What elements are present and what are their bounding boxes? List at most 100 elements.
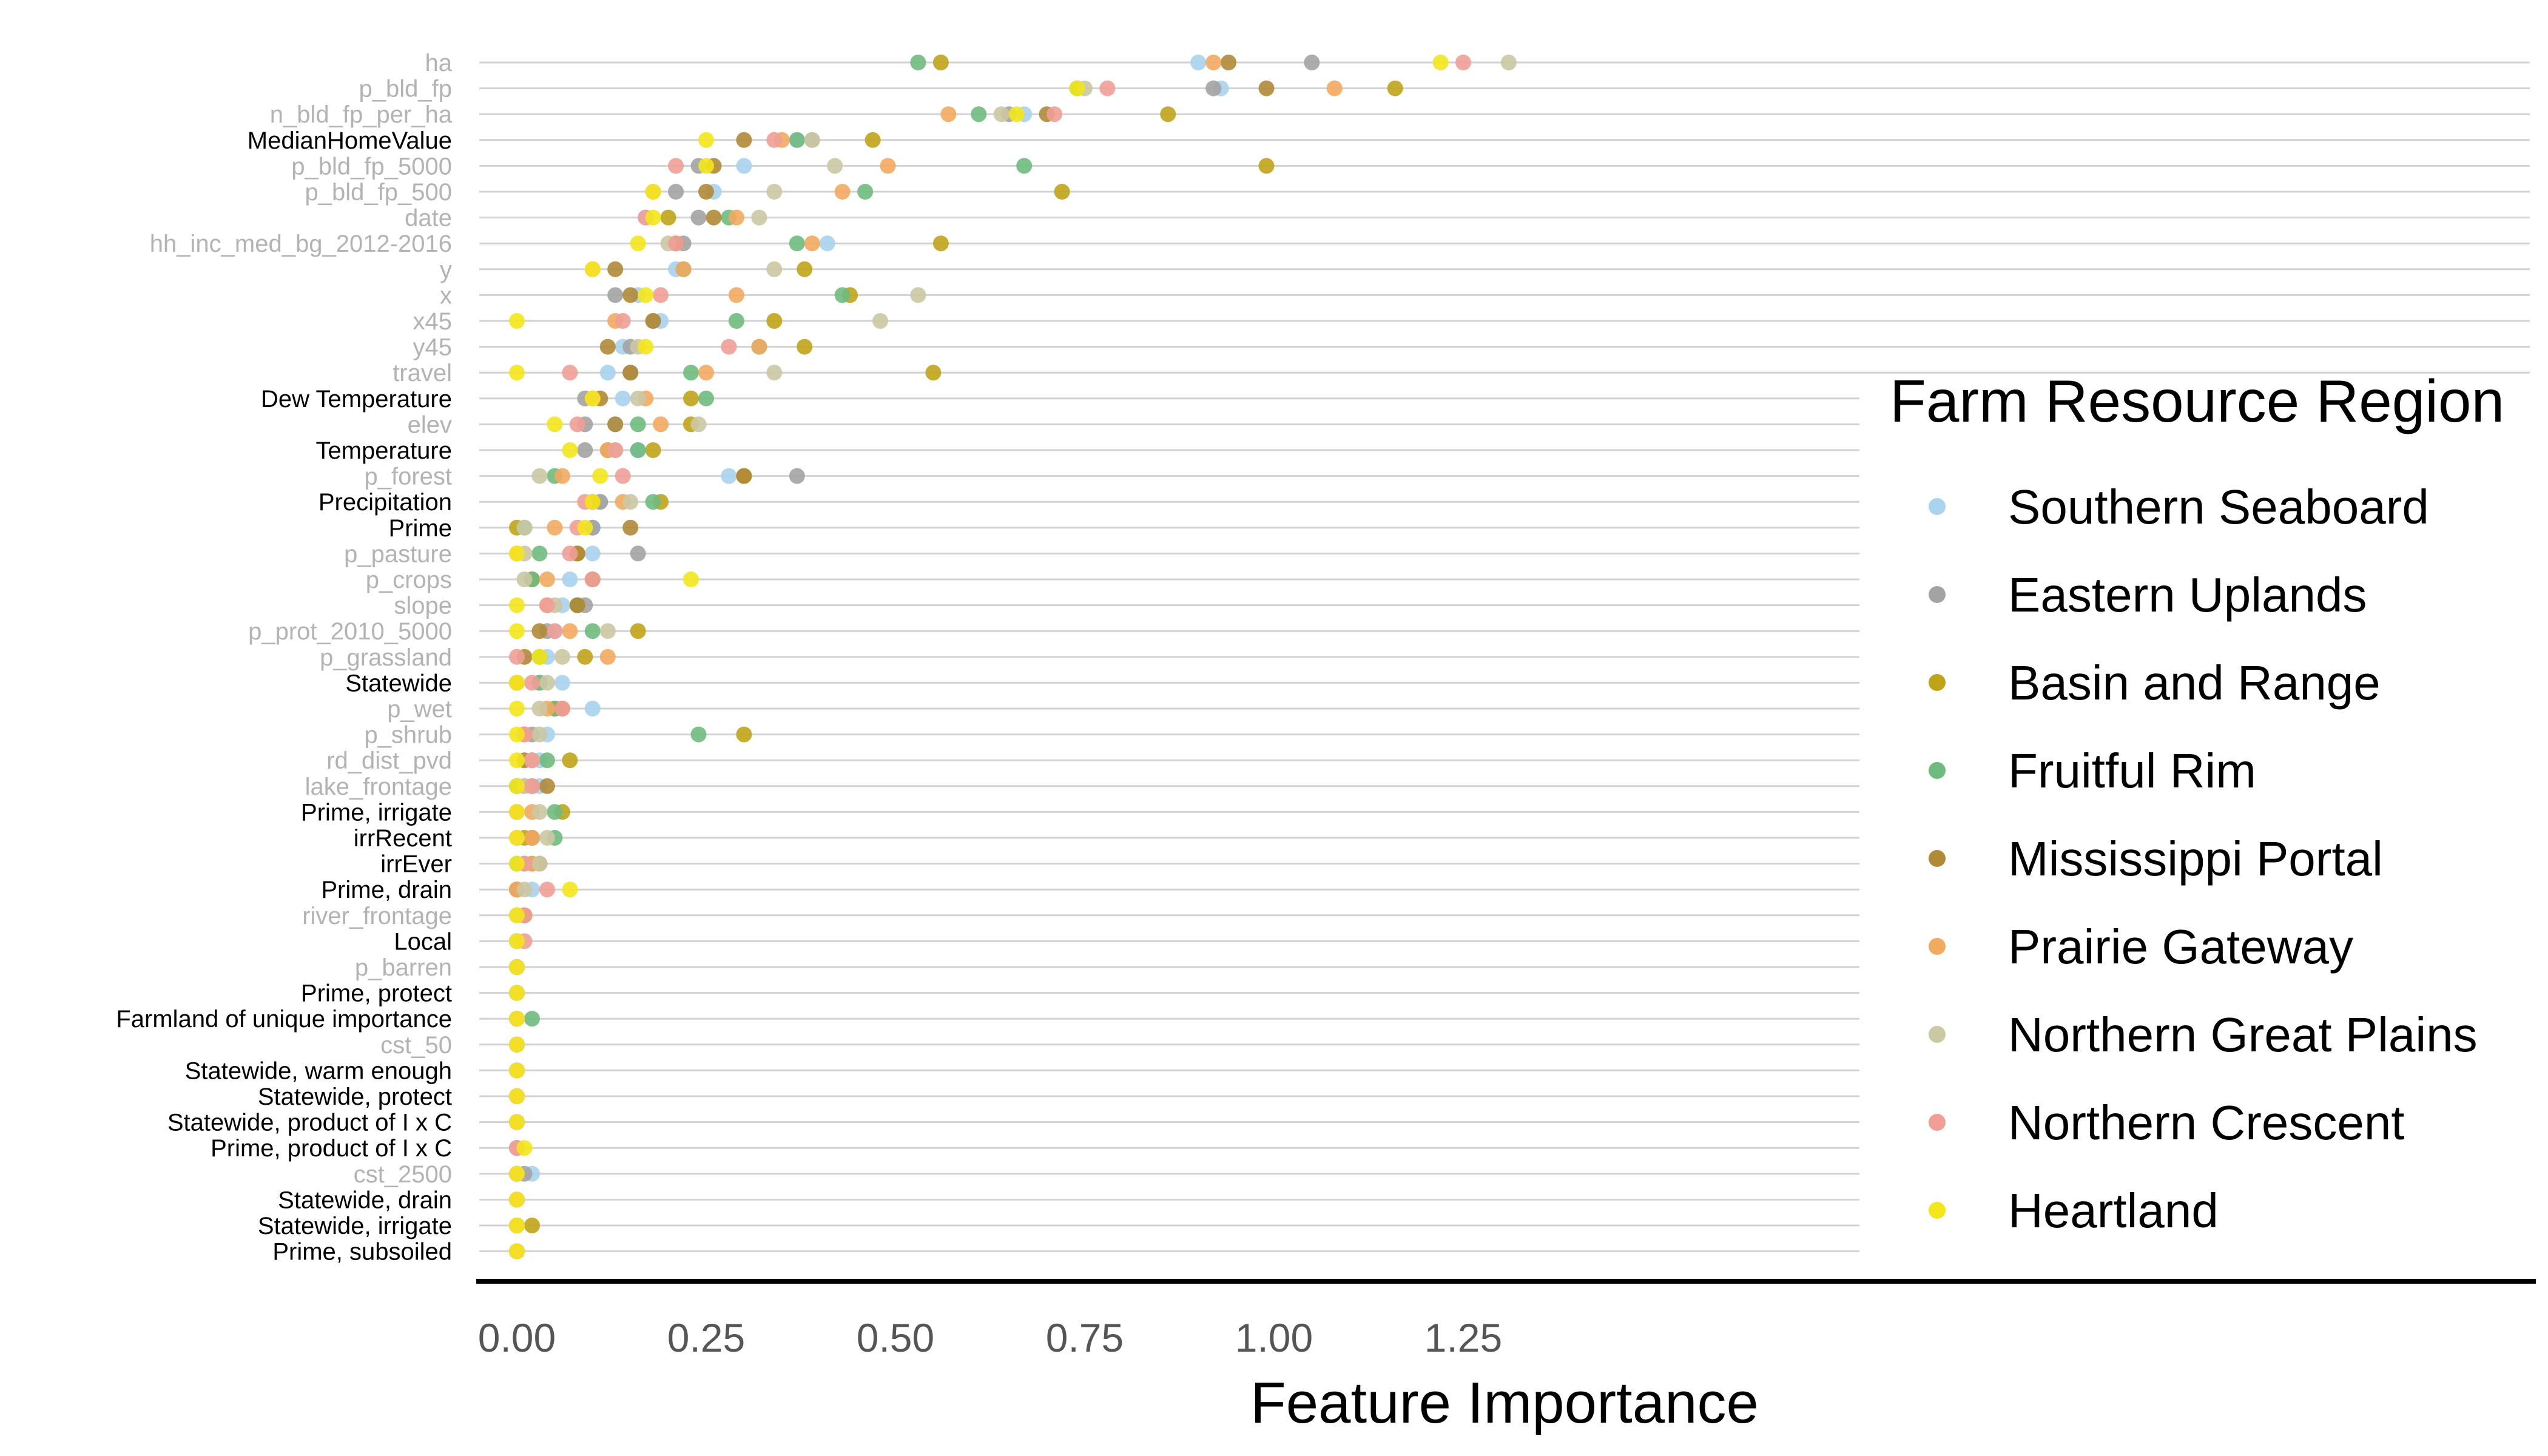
gridlines	[479, 61, 2530, 1253]
legend-swatch	[1929, 1026, 1946, 1043]
data-point	[554, 649, 570, 665]
data-point	[509, 597, 525, 613]
feature-label: Prime	[389, 515, 452, 542]
legend-label: Eastern Uplands	[2008, 568, 2367, 622]
data-point	[751, 339, 767, 355]
data-point	[645, 313, 661, 329]
data-point	[562, 442, 578, 458]
data-point	[630, 623, 646, 639]
data-point	[630, 416, 646, 433]
data-point	[531, 855, 548, 872]
data-point	[736, 468, 752, 484]
data-point	[622, 365, 639, 381]
feature-label: x45	[413, 308, 453, 335]
feature-label: p_bld_fp	[359, 76, 452, 103]
data-point	[1205, 80, 1222, 96]
feature-label: lake_frontage	[305, 774, 452, 800]
data-point	[524, 752, 540, 769]
feature-label: river_frontage	[302, 903, 452, 929]
data-point	[524, 1218, 540, 1233]
data-point	[509, 1191, 525, 1208]
data-point	[622, 287, 639, 303]
data-point	[516, 1140, 533, 1156]
data-point	[509, 907, 525, 923]
feature-label: p_shrub	[364, 722, 452, 749]
data-point	[1432, 55, 1449, 70]
legend-label: Northern Crescent	[2008, 1096, 2405, 1150]
data-point	[683, 390, 699, 406]
data-point	[857, 184, 874, 200]
data-point	[675, 261, 692, 277]
data-point	[516, 571, 533, 587]
data-point	[599, 339, 616, 355]
data-point	[539, 778, 555, 794]
data-point	[653, 416, 669, 433]
data-point	[599, 623, 616, 639]
data-point	[683, 571, 699, 587]
data-point	[797, 261, 813, 277]
data-point	[562, 752, 578, 769]
feature-label: p_bld_fp_5000	[291, 153, 452, 180]
data-point	[645, 209, 661, 226]
data-point	[584, 545, 601, 562]
data-points	[509, 55, 1517, 1259]
data-point	[562, 623, 578, 639]
data-point	[607, 416, 624, 433]
legend-swatch	[1929, 1114, 1946, 1131]
x-axis-title: Feature Importance	[1250, 1370, 1759, 1435]
data-point	[728, 287, 744, 303]
feature-label: cst_50	[380, 1032, 452, 1059]
feature-label: Statewide, drain	[278, 1187, 452, 1213]
data-point	[584, 701, 601, 716]
data-point	[531, 545, 548, 562]
data-point	[615, 468, 631, 484]
data-point	[766, 184, 783, 200]
data-point	[569, 416, 585, 433]
data-point	[1160, 106, 1176, 123]
data-point	[509, 623, 525, 639]
feature-label: Statewide, irrigate	[258, 1213, 452, 1239]
data-point	[645, 184, 661, 200]
data-point	[864, 132, 881, 148]
feature-label: Prime, drain	[321, 877, 452, 903]
x-tick-label: 0.25	[667, 1315, 745, 1360]
data-point	[607, 261, 624, 277]
data-point	[577, 649, 593, 665]
data-point	[804, 132, 820, 148]
data-point	[789, 468, 805, 484]
x-tick-label: 1.00	[1235, 1315, 1313, 1360]
data-point	[660, 209, 676, 226]
data-point	[766, 365, 783, 381]
data-point	[766, 132, 783, 148]
data-point	[751, 209, 767, 226]
data-point	[797, 339, 813, 355]
feature-label: elev	[408, 411, 452, 438]
data-point	[509, 649, 525, 665]
x-tick-label: 0.50	[857, 1315, 934, 1360]
data-point	[971, 106, 987, 123]
legend-label: Mississippi Portal	[2008, 832, 2383, 886]
legend-swatch	[1929, 674, 1946, 691]
data-point	[736, 158, 752, 174]
feature-label: Prime, protect	[301, 980, 452, 1007]
data-point	[622, 494, 639, 510]
data-point	[599, 365, 616, 381]
feature-label: MedianHomeValue	[248, 127, 452, 154]
data-point	[524, 1011, 540, 1027]
data-point	[554, 468, 570, 484]
data-point	[766, 313, 783, 329]
data-point	[872, 313, 888, 329]
data-point	[683, 365, 699, 381]
data-point	[834, 184, 851, 200]
data-point	[1304, 55, 1320, 70]
data-point	[509, 830, 525, 846]
data-point	[728, 313, 744, 329]
x-tick-label: 0.00	[478, 1315, 556, 1360]
data-point	[1258, 80, 1275, 96]
legend-swatch	[1929, 1202, 1946, 1219]
feature-label: Statewide, protect	[258, 1084, 452, 1110]
data-point	[584, 571, 601, 587]
feature-label: Prime, subsoiled	[272, 1239, 452, 1266]
data-point	[509, 313, 525, 329]
data-point	[539, 881, 555, 898]
